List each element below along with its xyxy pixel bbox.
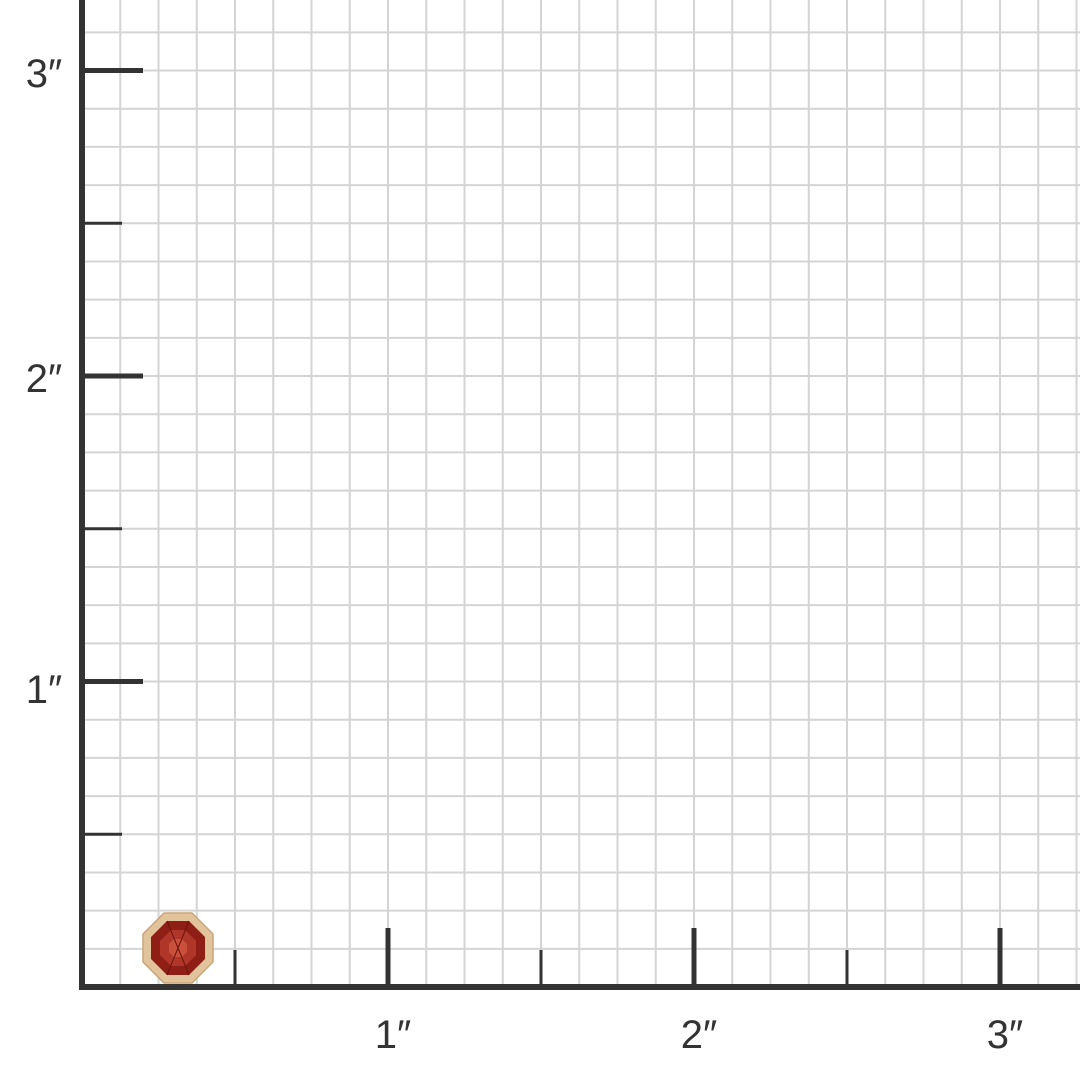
y-label-1: 1″ xyxy=(26,668,62,712)
x-label-3: 3″ xyxy=(987,1013,1023,1057)
axis-ticks xyxy=(82,68,1003,987)
x-label-1: 1″ xyxy=(375,1013,411,1057)
x-label-2: 2″ xyxy=(681,1013,717,1057)
earring-gem-image xyxy=(142,912,214,984)
y-label-3: 3″ xyxy=(26,52,62,96)
grid-lines xyxy=(82,0,1080,987)
y-label-2: 2″ xyxy=(26,357,62,401)
